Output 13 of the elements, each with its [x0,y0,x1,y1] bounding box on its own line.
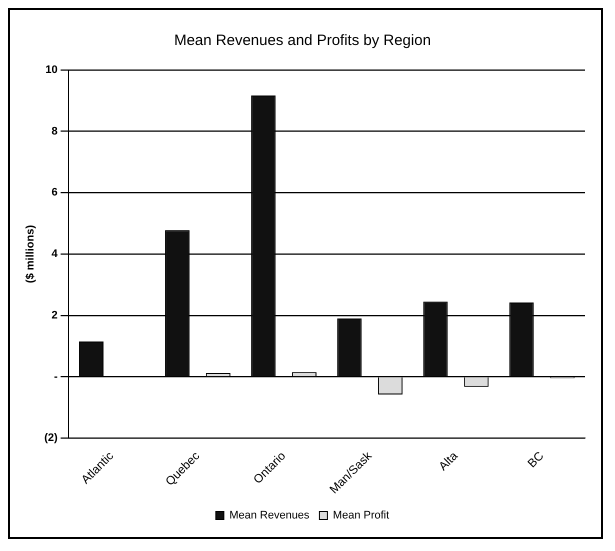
y-tick-label: - [54,370,58,383]
legend-label: Mean Revenues [229,510,310,522]
y-tick-label: 8 [52,125,58,138]
y-tick-label: 4 [52,248,59,260]
x-tick-label: BC [524,448,547,470]
legend-label: Mean Profit [332,510,390,522]
chart-title: Mean Revenues and Profits by Region [174,32,431,50]
y-tick-label: (2) [44,432,58,444]
y-tick-label: 2 [52,309,58,322]
y-tick-label: 6 [52,186,58,199]
y-axis-title: ($ millions) [24,224,37,284]
x-tick-label: Alta [436,448,461,474]
y-tick-label: 10 [45,64,58,76]
